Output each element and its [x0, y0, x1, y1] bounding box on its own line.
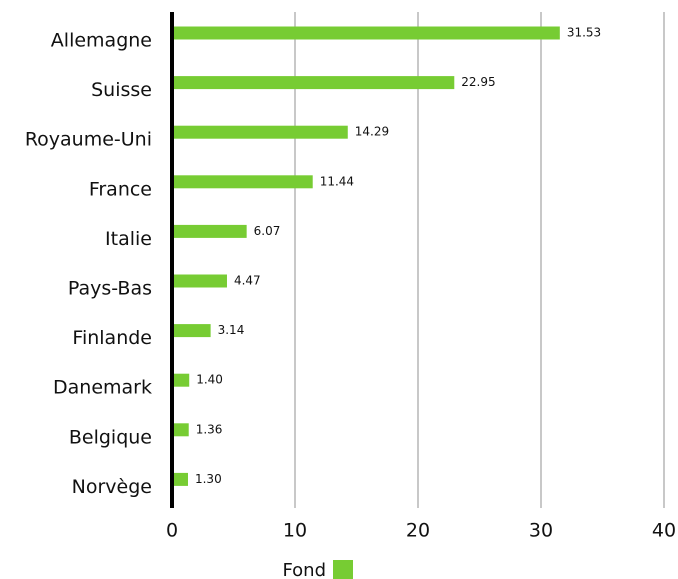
bar: [172, 472, 188, 486]
category-label: Danemark: [53, 377, 152, 399]
data-label: 4.47: [234, 274, 261, 288]
data-label: 1.36: [196, 422, 223, 436]
legend-swatch: [333, 560, 353, 579]
data-label: 1.40: [196, 373, 223, 387]
value-labels: 31.53 22.95 14.29 11.44 6.07 4.47 3.14 1.40 1.36…: [195, 26, 601, 486]
category-label: Pays-Bas: [68, 278, 152, 300]
x-tick-label: 40: [652, 520, 676, 542]
x-tick-label: 10: [283, 520, 307, 542]
category-label: Italie: [105, 228, 152, 250]
bar: [172, 423, 189, 437]
legend-label: Fond: [282, 560, 326, 579]
x-axis-tick-labels: 0 10 20 30 40: [166, 520, 676, 542]
data-label: 22.95: [461, 75, 495, 89]
bar: [172, 125, 348, 139]
legend: Fond: [282, 560, 353, 579]
data-label: 14.29: [355, 125, 389, 139]
category-labels: Allemagne Suisse Royaume-Uni France Italie Pa…: [25, 30, 152, 498]
bar: [172, 373, 190, 387]
category-label: France: [89, 178, 152, 200]
x-tick-label: 30: [529, 520, 553, 542]
data-label: 3.14: [218, 323, 245, 337]
bar: [172, 274, 227, 288]
bar: [172, 76, 455, 90]
bar: [172, 324, 211, 338]
bar: [172, 26, 560, 40]
bars: [172, 26, 560, 486]
category-label: Royaume-Uni: [25, 129, 152, 151]
x-tick-label: 20: [406, 520, 430, 542]
bar: [172, 224, 247, 238]
x-tick-label: 0: [166, 520, 178, 542]
data-label: 11.44: [320, 174, 354, 188]
category-label: Suisse: [91, 79, 152, 101]
bar: [172, 175, 313, 189]
data-label: 6.07: [254, 224, 281, 238]
gridlines: [294, 12, 665, 508]
category-label: Norvège: [72, 476, 152, 498]
data-label: 31.53: [567, 26, 601, 40]
category-label: Finlande: [72, 327, 152, 349]
data-label: 1.30: [195, 472, 222, 486]
category-label: Allemagne: [51, 30, 152, 52]
category-label: Belgique: [69, 426, 152, 448]
